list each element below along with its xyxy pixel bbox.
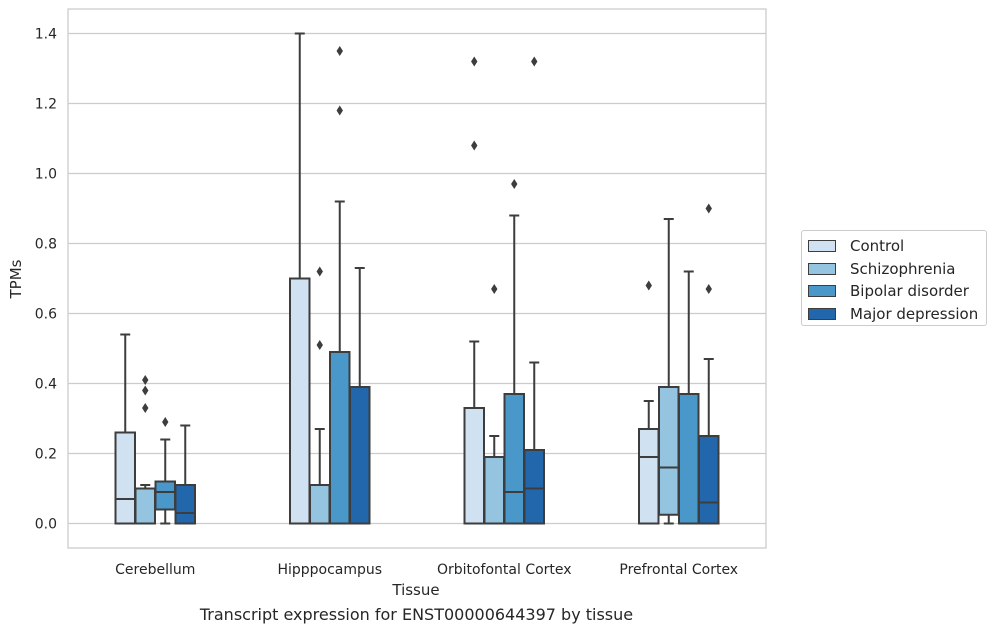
box-group [349, 267, 371, 525]
legend-item: Control [808, 235, 986, 258]
legend-swatch [808, 240, 836, 253]
box [698, 435, 720, 525]
box-group [154, 417, 176, 525]
outlier-point [316, 340, 323, 350]
box [463, 407, 485, 525]
y-tick-label: 1.4 [35, 27, 57, 43]
box-group [638, 280, 660, 525]
legend-item: Major depression [808, 303, 986, 326]
box [678, 393, 700, 525]
outlier-point [705, 203, 712, 214]
box [114, 431, 136, 525]
outlier-point [511, 179, 518, 189]
y-tick-label: 1.2 [35, 97, 57, 113]
box [309, 484, 331, 525]
legend-label: Control [850, 237, 905, 256]
y-tick-label: 0.0 [35, 517, 57, 533]
x-tick-label: Cerebellum [115, 562, 195, 578]
legend-swatch [808, 285, 836, 298]
box-group [309, 266, 331, 525]
box-group [658, 218, 680, 525]
x-axis-label: Tissue [391, 581, 439, 599]
y-tick-label: 1.0 [35, 167, 57, 183]
outlier-point [645, 280, 652, 291]
legend-label: Bipolar disorder [850, 282, 969, 301]
x-tick-label: Prefrontal Cortex [619, 562, 738, 578]
y-tick-label: 0.8 [35, 237, 57, 253]
legend-item: Schizophrenia [808, 258, 986, 281]
box-group [503, 179, 525, 525]
y-tick-label: 0.4 [35, 377, 57, 393]
box [174, 484, 196, 525]
box [483, 456, 505, 525]
chart-caption: Transcript expression for ENST0000064439… [199, 605, 634, 624]
outlier-point [705, 284, 712, 294]
legend-item: Bipolar disorder [808, 280, 986, 303]
legend-label: Major depression [850, 304, 979, 323]
outlier-point [471, 140, 478, 151]
y-axis-label: TPMs [7, 259, 25, 299]
box [638, 428, 660, 525]
outlier-point [316, 266, 323, 277]
outlier-point [491, 284, 498, 294]
box [134, 487, 156, 525]
outlier-point [142, 385, 149, 396]
legend-swatch [808, 262, 836, 275]
box-group [174, 424, 196, 525]
box-group [114, 333, 136, 525]
legend-swatch [808, 307, 836, 320]
box-group [523, 56, 545, 525]
x-tick-label: Orbitofontal Cortex [437, 562, 572, 578]
outlier-point [142, 375, 149, 385]
box-group [678, 270, 700, 525]
box [154, 480, 176, 511]
box-group [698, 203, 720, 525]
box [289, 277, 311, 525]
outlier-point [531, 56, 538, 67]
x-tick-label: Hipppocampus [277, 562, 382, 578]
box [503, 393, 525, 525]
outlier-point [471, 56, 478, 67]
box-group [329, 46, 351, 525]
legend-label: Schizophrenia [850, 259, 956, 278]
outlier-point [142, 403, 149, 413]
y-tick-label: 0.6 [35, 307, 57, 323]
box-plot-marks [114, 32, 720, 525]
box [658, 386, 680, 516]
x-tick-labels: Cerebellum Hipppocampus Orbitofontal Corte… [115, 562, 738, 578]
legend: Control Schizophrenia Bipolar disorder Majo… [801, 230, 987, 326]
y-tick-labels: 0.0 0.2 0.4 0.6 0.8 1.0 1.2 1.4 [35, 27, 57, 533]
plot-frame [67, 8, 767, 549]
outlier-point [162, 417, 169, 427]
outlier-point [336, 105, 343, 116]
box-group [289, 32, 311, 525]
y-tick-label: 0.2 [35, 447, 57, 463]
box-group [463, 56, 485, 525]
box [349, 386, 371, 525]
box [523, 449, 545, 525]
box [329, 351, 351, 525]
box-group [134, 375, 156, 525]
outlier-point [336, 46, 343, 56]
box-group [483, 284, 505, 525]
